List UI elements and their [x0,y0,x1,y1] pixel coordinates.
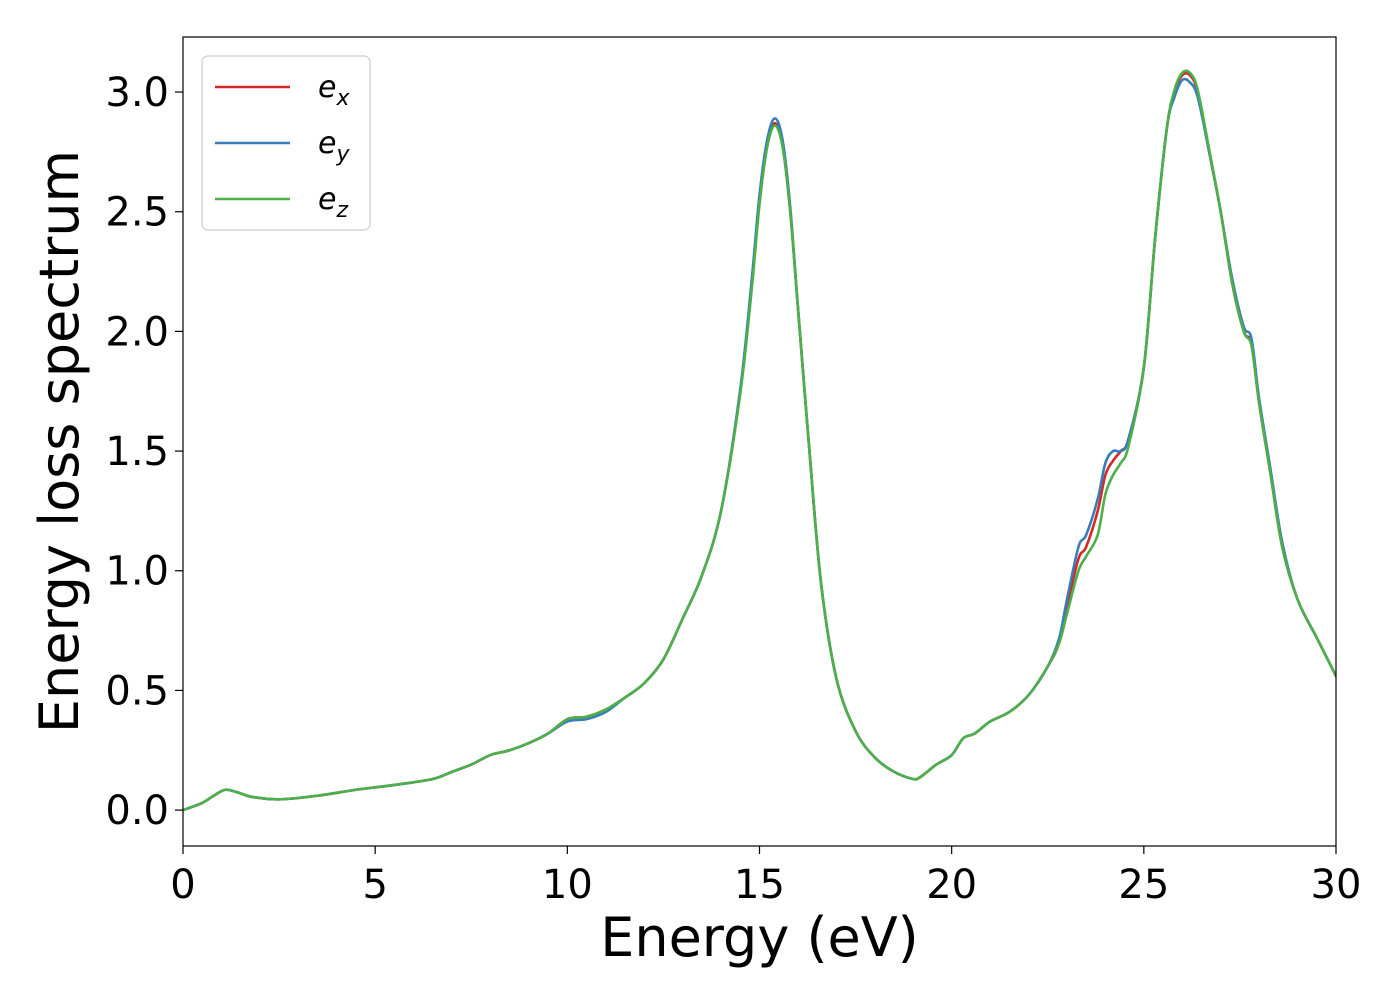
series-line-ez [183,69,1336,812]
y-tick-label: 2.0 [105,309,169,355]
y-tick-label: 0.0 [105,788,169,834]
x-tick-label: 25 [1118,862,1169,908]
legend-label-ez: ez [318,182,348,223]
x-axis-ticks: 0 5 10 15 20 25 30 [170,846,1361,908]
x-tick-label: 20 [926,862,977,908]
x-tick-label: 5 [362,862,387,908]
y-axis-label: Energy loss spectrum [28,150,91,733]
y-tick-label: 1.0 [105,549,169,595]
x-tick-label: 0 [170,862,195,908]
x-tick-label: 10 [542,862,593,908]
legend: ex ey ez [201,55,371,231]
y-tick-label: 1.5 [105,429,169,475]
y-tick-label: 2.5 [105,190,169,236]
y-axis-ticks: 0.0 0.5 1.0 1.5 2.0 2.5 3.0 [105,70,183,834]
legend-label-ey: ey [318,126,350,167]
series-lines [183,69,1336,812]
y-tick-label: 3.0 [105,70,169,116]
x-tick-label: 15 [734,862,785,908]
y-tick-label: 0.5 [105,668,169,714]
legend-label-ex: ex [318,70,350,111]
x-axis-label: Energy (eV) [600,906,919,969]
x-tick-label: 30 [1311,862,1362,908]
